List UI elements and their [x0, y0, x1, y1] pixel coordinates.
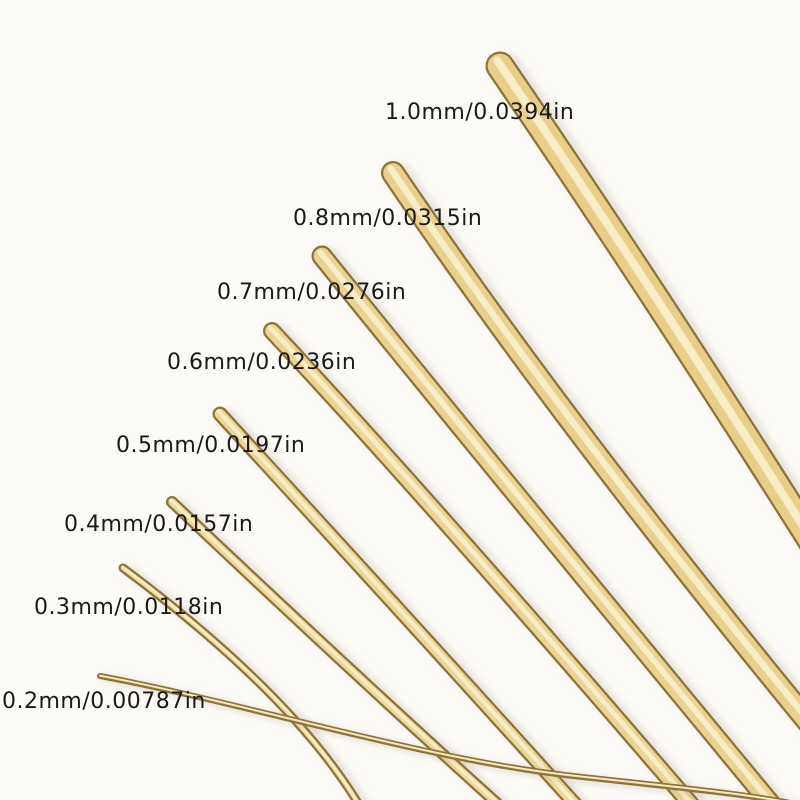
rod-0.4mm [166, 496, 509, 800]
rod-0.6mm [263, 322, 706, 800]
rod-0.3mm [118, 563, 369, 800]
rod-0.5mm [212, 406, 588, 800]
rod-0.8mm [381, 161, 800, 731]
rod-1.0mm [485, 51, 800, 550]
rod-0.7mm [311, 245, 788, 800]
rods-group [97, 51, 800, 800]
rod-0.2mm [97, 673, 791, 800]
